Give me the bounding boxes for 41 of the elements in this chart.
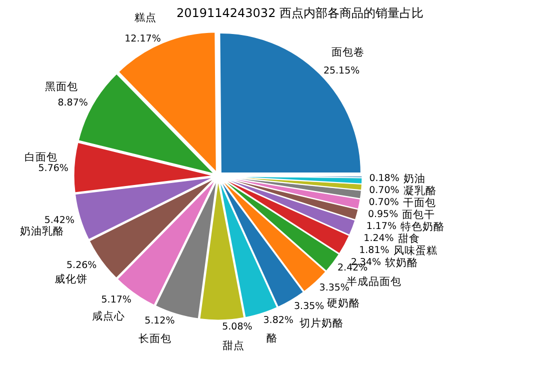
slice-label: 奶油乳酪 <box>20 224 64 238</box>
data-label: 3.35% <box>294 301 324 312</box>
slice-label: 咸点心 <box>92 309 125 322</box>
data-label: 5.08% <box>222 322 252 333</box>
data-label: 1.24% <box>364 232 394 244</box>
slice-label: 威化饼 <box>54 272 88 286</box>
data-label: 5.26% <box>66 260 97 271</box>
slice-label: 甜食 <box>398 232 420 245</box>
data-label: 1.17% <box>366 220 396 232</box>
data-label: 5.42% <box>44 215 75 226</box>
data-label: 25.15% <box>323 66 360 77</box>
data-label: 8.87% <box>58 98 88 109</box>
slice-label: 长面包 <box>138 332 172 346</box>
data-label: 5.17% <box>101 294 132 306</box>
slice-label: 酪 <box>266 332 278 344</box>
data-label: 0.70% <box>369 184 400 196</box>
data-label: 5.76% <box>38 163 68 174</box>
data-label: 3.82% <box>263 314 294 326</box>
slice-label: 特色奶酪 <box>400 220 444 233</box>
slice-label: 奶油 <box>403 172 426 185</box>
data-label: 0.95% <box>368 208 398 220</box>
slice-label: 硬奶酪 <box>326 298 360 310</box>
data-label: 2.42% <box>338 262 368 274</box>
slice-label: 白面包 <box>24 151 58 164</box>
slice-label: 切片奶酪 <box>300 316 344 330</box>
slice-label: 黑面包 <box>45 81 78 94</box>
data-label: 5.12% <box>144 315 175 326</box>
data-label: 3.35% <box>319 282 350 294</box>
chart-title: 2019114243032 西点内部各商品的销量占比 <box>176 6 424 20</box>
data-label: 0.70% <box>368 196 399 208</box>
data-label: 0.18% <box>369 172 400 184</box>
data-label: 1.81% <box>359 244 390 256</box>
slice-label: 风味蛋糕 <box>393 244 438 257</box>
slice-label: 面包卷 <box>331 46 364 59</box>
slice-label: 甜点 <box>222 338 244 352</box>
slice-label: 面包干 <box>402 208 436 221</box>
slice-label: 干面包 <box>402 196 436 209</box>
data-label: 12.17% <box>124 34 161 45</box>
slice-label: 凝乳酪 <box>403 184 436 197</box>
slice-label: 软奶酪 <box>385 256 418 269</box>
slice-label: 糕点 <box>134 11 157 24</box>
